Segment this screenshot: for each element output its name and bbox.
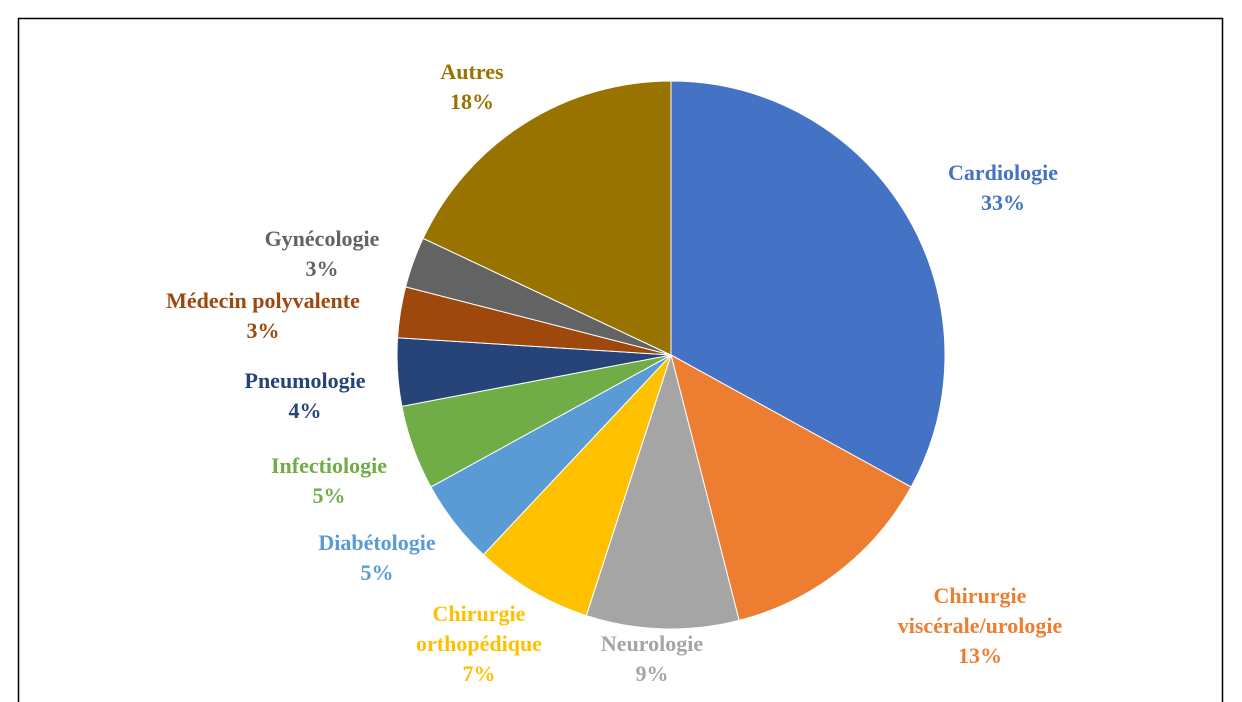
slice-name: Chirurgie orthopédique xyxy=(416,601,542,656)
slice-name: Diabétologie xyxy=(318,530,436,555)
data-label: Chirurgie viscérale/urologie 13% xyxy=(880,581,1080,671)
slice-percent: 18% xyxy=(450,89,494,114)
slice-name: Infectiologie xyxy=(270,453,388,478)
slice-percent: 33% xyxy=(981,190,1025,215)
slice-name: Gynécologie xyxy=(264,226,380,251)
pie-slice xyxy=(482,354,672,617)
pie-slice xyxy=(670,80,946,488)
slice-percent: 4% xyxy=(288,398,322,423)
data-label: Médecin polyvalente 3% xyxy=(128,286,398,346)
slice-percent: 5% xyxy=(360,560,394,585)
pie-slice xyxy=(585,353,740,630)
data-label: Pneumologie 4% xyxy=(215,366,395,426)
slice-name: Autres xyxy=(440,59,504,84)
slice-percent: 5% xyxy=(312,483,346,508)
data-label: Cardiologie 33% xyxy=(903,158,1103,218)
data-label: Gynécologie 3% xyxy=(232,224,412,284)
slice-name: Chirurgie viscérale/urologie xyxy=(897,583,1063,638)
data-label: Autres 18% xyxy=(412,57,532,117)
slice-percent: 13% xyxy=(958,643,1002,668)
data-label: Neurologie 9% xyxy=(572,629,732,689)
slice-name: Neurologie xyxy=(600,631,704,656)
slice-name: Médecin polyvalente xyxy=(166,288,360,313)
slice-percent: 3% xyxy=(305,256,339,281)
slice-percent: 9% xyxy=(635,661,669,686)
data-label: Infectiologie 5% xyxy=(239,451,419,511)
slice-percent: 3% xyxy=(246,318,280,343)
slice-name: Pneumologie xyxy=(244,368,366,393)
data-label: Chirurgie orthopédique 7% xyxy=(399,599,559,689)
slice-percent: 7% xyxy=(462,661,496,686)
pie-slice xyxy=(670,354,912,622)
frame xyxy=(17,17,1224,702)
slice-name: Cardiologie xyxy=(948,160,1058,185)
pie-slice xyxy=(422,80,672,356)
data-label: Diabétologie 5% xyxy=(297,528,457,588)
